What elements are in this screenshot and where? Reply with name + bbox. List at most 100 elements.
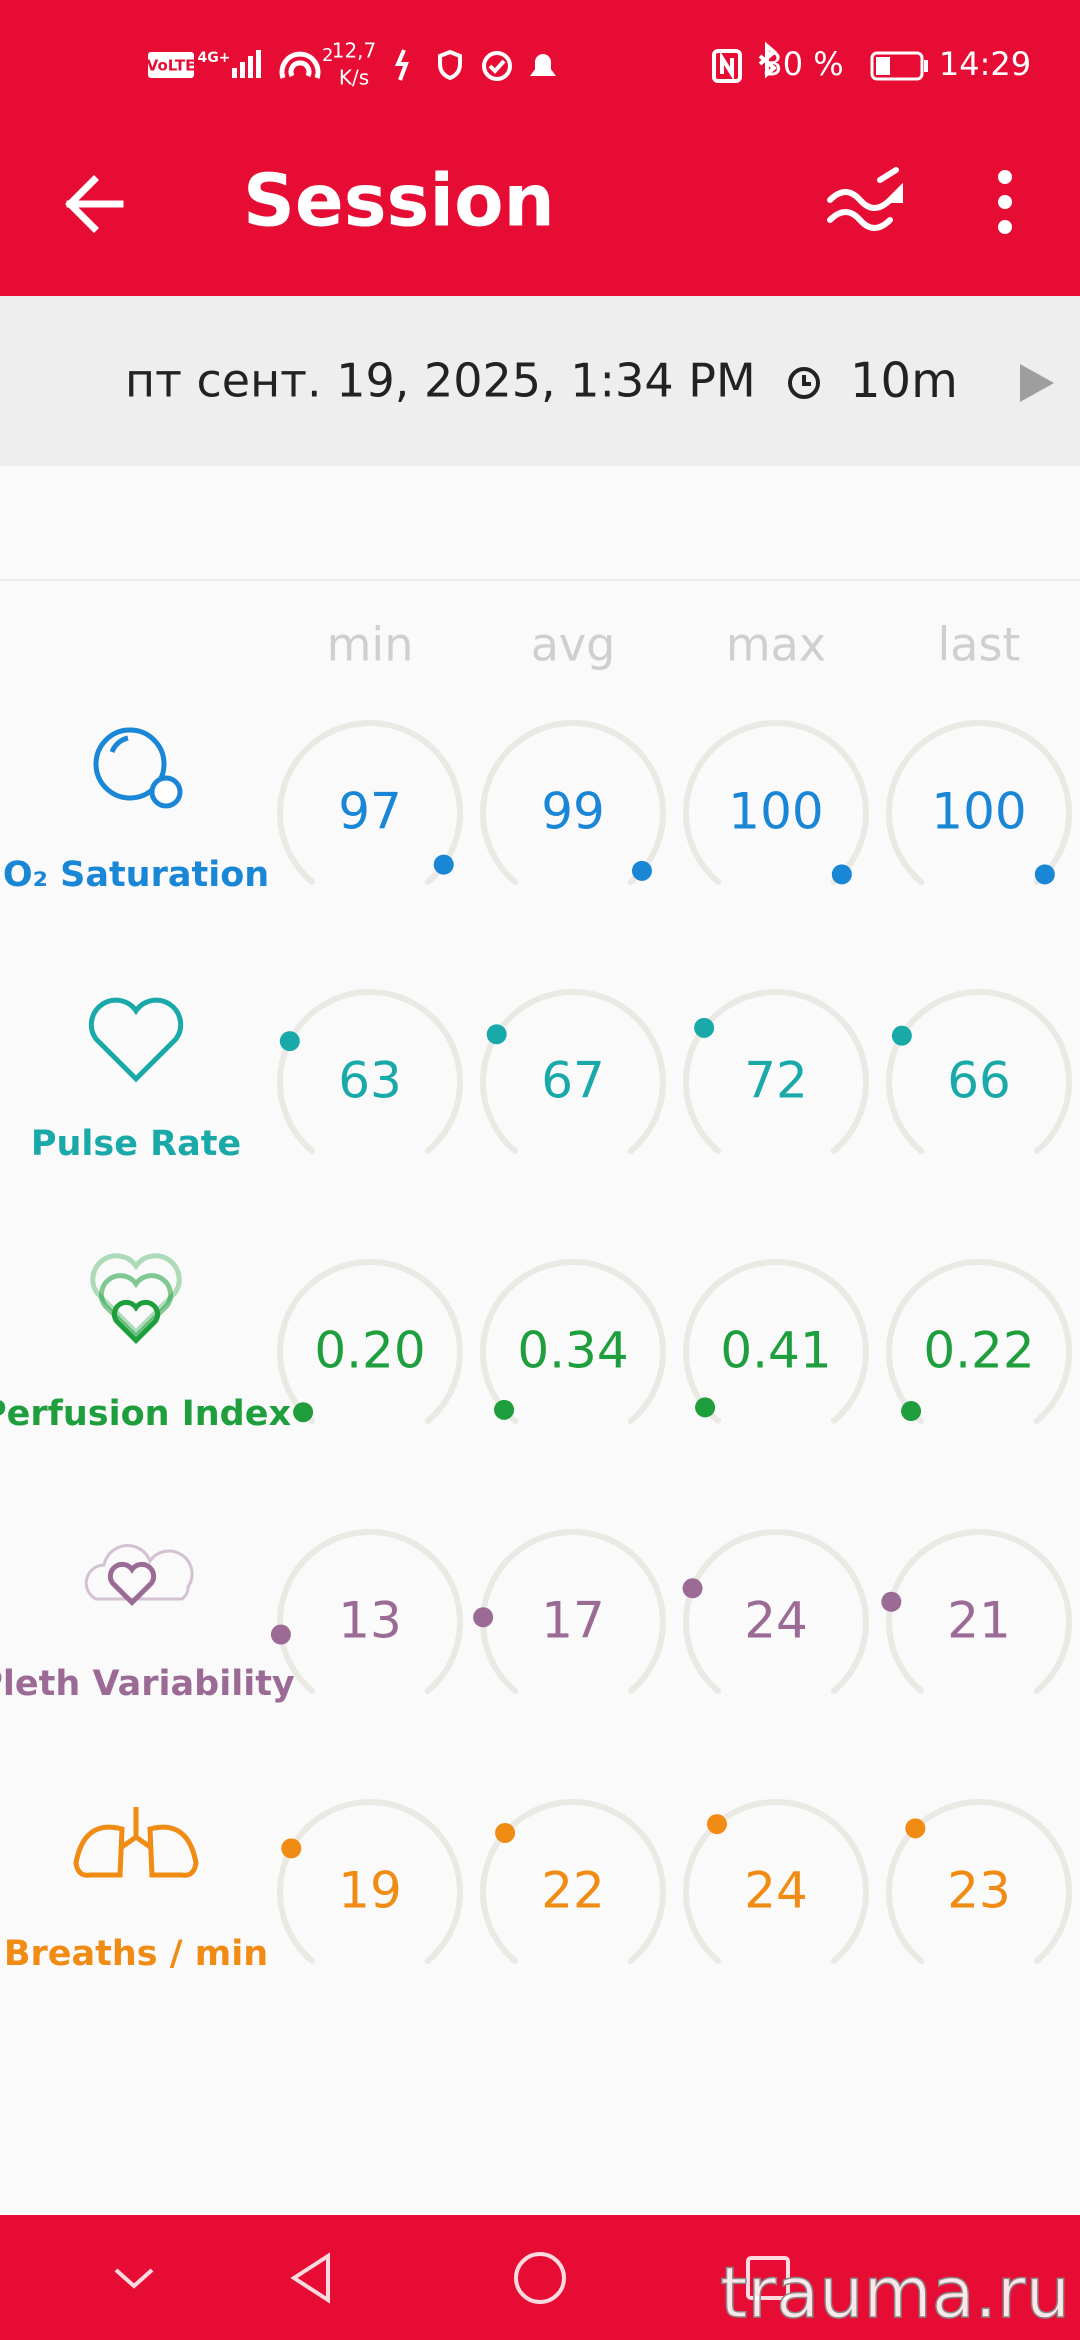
- title: Session: [243, 159, 555, 243]
- gauge-dot: [293, 1402, 314, 1423]
- network: 4G+: [198, 50, 231, 66]
- gauge-track: [277, 1798, 463, 1964]
- row-value: 19: [338, 1862, 402, 1920]
- speed-unit: K/s: [339, 66, 369, 90]
- signal-icon: [232, 50, 261, 78]
- row-value: 24: [744, 1592, 808, 1650]
- row-label: O₂ Saturation: [3, 855, 269, 895]
- gauge-dot: [279, 1031, 300, 1052]
- gauge-dot: [694, 1017, 715, 1038]
- lungs: [73, 1807, 199, 1878]
- row-value: 23: [947, 1862, 1011, 1920]
- gauge-track: [683, 1258, 869, 1424]
- battery-icon: [870, 51, 928, 81]
- column-header: avg: [531, 618, 616, 672]
- gauge-dot: [495, 1822, 516, 1843]
- row-icon: [84, 1544, 194, 1607]
- gauge-dot: [695, 1397, 716, 1418]
- notification-icons: [394, 49, 556, 81]
- row-value: 0.22: [923, 1322, 1034, 1380]
- duration-icon: [788, 367, 820, 399]
- gauge-dot: [881, 1591, 902, 1612]
- nav-buttons[interactable]: [114, 2252, 790, 2304]
- gauge-dot: [631, 860, 652, 881]
- row-label: Perfusion Index: [0, 1394, 291, 1434]
- heart: [88, 997, 184, 1083]
- gauge-track: [277, 988, 463, 1154]
- circle: [149, 775, 183, 809]
- gauge-track: [480, 1258, 666, 1424]
- column-header: min: [327, 618, 414, 672]
- row-value: 66: [947, 1052, 1011, 1110]
- gauge-track: [886, 1798, 1072, 1964]
- gauge-track: [683, 988, 869, 1154]
- gauge-dot: [1034, 864, 1055, 885]
- battery-percent: 30 %: [762, 45, 843, 83]
- session-duration: 10m: [850, 353, 958, 409]
- row-value: 0.20: [314, 1322, 425, 1380]
- gauge-track: [480, 720, 666, 885]
- column-header: max: [726, 618, 826, 672]
- row-label: Pleth Variability: [0, 1664, 295, 1704]
- sim-count: 2: [322, 45, 333, 66]
- row-value: 13: [338, 1592, 402, 1650]
- row-icon: [93, 727, 183, 809]
- gauge-track: [886, 720, 1072, 885]
- gauge-track: [480, 988, 666, 1154]
- row-icon: [73, 1807, 199, 1878]
- app-bar: [0, 0, 1080, 296]
- gauge-track: [277, 720, 463, 885]
- hotspot-icon: [279, 51, 321, 79]
- gauge-dot: [473, 1607, 494, 1628]
- row-value: 24: [744, 1862, 808, 1920]
- nav-bar: [0, 2215, 1080, 2340]
- circle: [93, 727, 167, 801]
- row-value: 0.34: [517, 1322, 628, 1380]
- gauge-dot: [486, 1024, 507, 1045]
- menu-button[interactable]: [998, 170, 1012, 234]
- row-label: Breaths / min: [4, 1934, 268, 1974]
- row-value: 0.41: [720, 1322, 831, 1380]
- heart: [107, 1561, 157, 1607]
- row-icon: [88, 997, 184, 1083]
- row-value: 17: [541, 1592, 605, 1650]
- row-value: 100: [728, 783, 823, 841]
- gauge-dot: [901, 1401, 922, 1422]
- gauge-dot: [270, 1624, 291, 1645]
- heart: [111, 1299, 161, 1345]
- row-value: 72: [744, 1052, 808, 1110]
- gauge-track: [886, 988, 1072, 1154]
- gauge-dot: [891, 1025, 912, 1046]
- gauge-track: [277, 1258, 463, 1424]
- speed: 12,7: [332, 39, 377, 63]
- compare-button[interactable]: [827, 167, 903, 231]
- session-bar: [0, 296, 1080, 466]
- gauge-dot: [281, 1838, 302, 1859]
- gauge-track: [683, 1798, 869, 1964]
- heart: [98, 1273, 174, 1341]
- arc: [109, 735, 129, 754]
- gauge-dot: [905, 1818, 926, 1839]
- gauge-dot: [682, 1578, 703, 1599]
- row-value: 100: [931, 783, 1026, 841]
- play-button[interactable]: [1020, 364, 1054, 402]
- session-date: пт сент. 19, 2025, 1:34 PM: [125, 354, 756, 408]
- gauge-track: [886, 1258, 1072, 1424]
- cloud: [84, 1544, 194, 1601]
- row-value: 21: [947, 1592, 1011, 1650]
- back-button[interactable]: [65, 175, 124, 233]
- gauge-dot: [433, 854, 454, 875]
- row-label: Pulse Rate: [31, 1124, 241, 1164]
- volte: VoLTE: [147, 57, 196, 75]
- gauge-dot: [706, 1814, 727, 1835]
- row-value: 97: [338, 783, 402, 841]
- clock: 14:29: [939, 45, 1031, 83]
- nfc-bt-icons: [712, 41, 778, 83]
- gauge-track: [683, 1528, 869, 1694]
- watermark: trauma.ru: [720, 2252, 1070, 2334]
- heart: [90, 1253, 182, 1336]
- gauge-dot: [494, 1399, 515, 1420]
- gauge-track: [480, 1528, 666, 1694]
